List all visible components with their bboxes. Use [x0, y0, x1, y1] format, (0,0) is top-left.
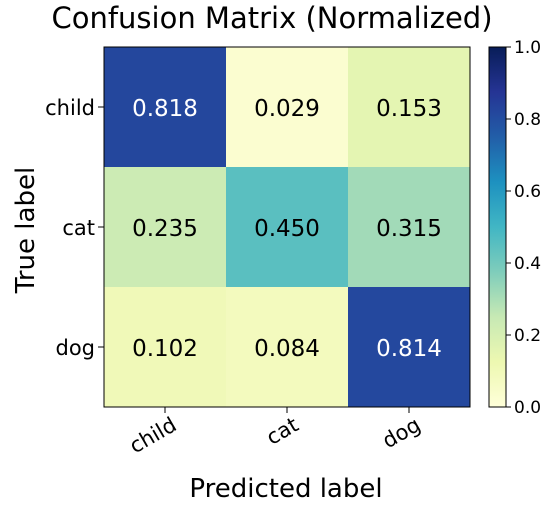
heatmap-cell: [348, 167, 470, 287]
y-axis-label: True label: [11, 167, 41, 294]
heatmap-cell: [226, 167, 348, 287]
cell-value-label: 0.315: [376, 216, 442, 242]
cell-value-label: 0.029: [254, 96, 320, 122]
colorbar-gradient: [488, 46, 507, 408]
x-tick-label: dog: [378, 413, 424, 454]
colorbar-tick-label: 0.8: [514, 110, 541, 130]
cell-value-label: 0.153: [376, 96, 442, 122]
heatmap-cell: [226, 287, 348, 407]
heatmap-cell: [104, 167, 226, 287]
cell-value-label: 0.814: [376, 336, 442, 362]
colorbar-tick-label: 1.0: [514, 38, 541, 58]
cell-value-label: 0.818: [132, 96, 198, 122]
x-tick-label: cat: [262, 413, 302, 450]
colorbar-tick-label: 0.2: [514, 326, 541, 346]
x-tick-label: child: [125, 413, 180, 459]
y-tick-label: dog: [55, 336, 95, 360]
heatmap-cell: [348, 47, 470, 167]
cell-value-label: 0.102: [132, 336, 198, 362]
colorbar: 0.0 0.2 0.4 0.6 0.8 1.0: [488, 38, 541, 418]
heatmap-cell: [104, 47, 226, 167]
heatmap-cell: [104, 287, 226, 407]
y-tick-label: child: [45, 96, 95, 120]
colorbar-tick-label: 0.0: [514, 398, 541, 418]
y-tick-label: cat: [62, 216, 95, 240]
chart-title: Confusion Matrix (Normalized): [51, 1, 492, 35]
heatmap-cell: [226, 47, 348, 167]
x-axis-label: Predicted label: [189, 474, 382, 504]
cell-value-label: 0.084: [254, 336, 320, 362]
colorbar-tick-label: 0.4: [514, 254, 541, 274]
cell-value-label: 0.450: [254, 216, 320, 242]
heatmap-cell: [348, 287, 470, 407]
cell-value-label: 0.235: [132, 216, 198, 242]
colorbar-tick-label: 0.6: [514, 182, 541, 202]
heatmap-grid: 0.818 0.029 0.153 0.235 0.450 0.315 0.102 0.084…: [103, 46, 471, 408]
y-tick-labels: child cat dog: [45, 96, 104, 360]
x-tick-labels: child cat dog: [125, 407, 425, 459]
